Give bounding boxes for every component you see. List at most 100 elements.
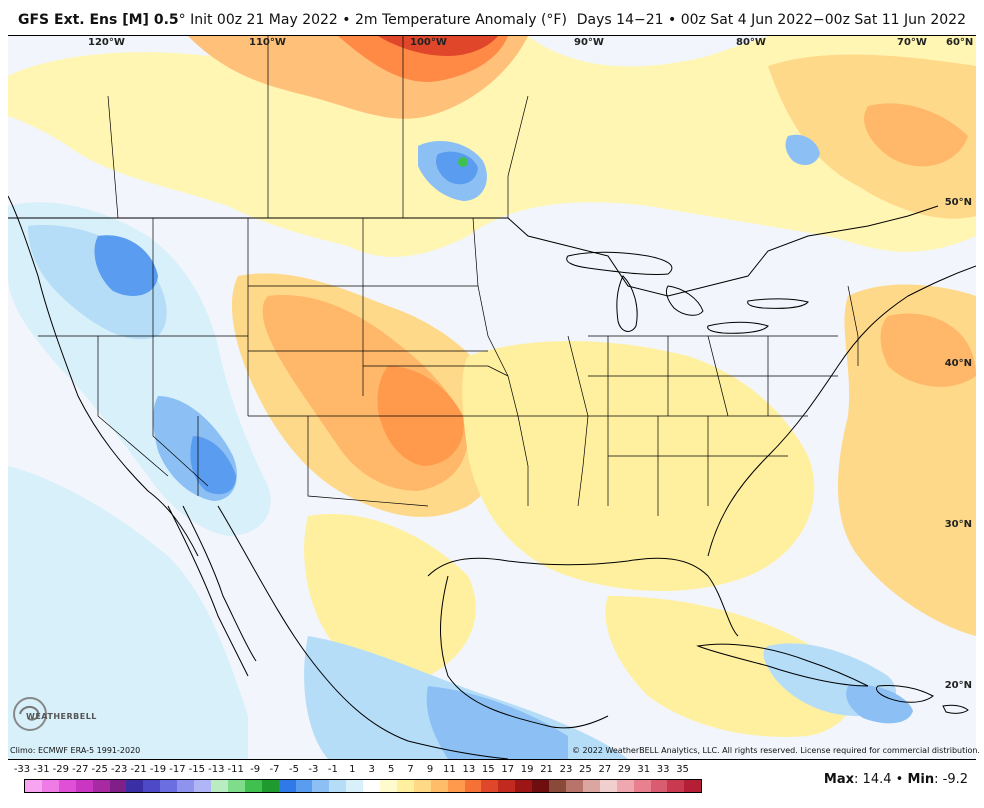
map-title: GFS Ext. Ens [M] 0.5° Init 00z 21 May 20… <box>18 12 567 28</box>
lat-label-50n: 50°N <box>944 197 972 208</box>
colorbar-tick-label: -29 <box>52 764 70 775</box>
colorbar-swatch <box>126 780 144 792</box>
colorbar-swatch <box>430 780 448 792</box>
stats-separator: • <box>895 772 904 787</box>
map-header: GFS Ext. Ens [M] 0.5° Init 00z 21 May 20… <box>0 0 984 34</box>
colorbar-tick-label: 23 <box>559 764 573 775</box>
colorbar-tick-label: -21 <box>130 764 147 775</box>
model-name: GFS Ext. Ens [M] 0.5 <box>18 12 179 28</box>
weatherbell-logo: WEATHERBELL <box>12 696 102 738</box>
colorbar-tick-label: -15 <box>188 764 206 775</box>
map-canvas <box>8 36 976 759</box>
colorbar-swatch <box>109 780 127 792</box>
anomaly-map <box>8 35 976 760</box>
colorbar-swatch <box>295 780 313 792</box>
colorbar-tick-label: 1 <box>349 764 356 775</box>
init-text: Init 00z 21 May 2022 • 2m Temperature An… <box>185 12 567 28</box>
colorbar-tick-label: 11 <box>443 764 456 775</box>
colorbar-swatch <box>312 780 330 792</box>
colorbar-tick-label: 17 <box>501 764 515 775</box>
colorbar-tick-label: 15 <box>481 764 495 775</box>
colorbar-tick-label: 7 <box>407 764 414 775</box>
colorbar-swatch <box>498 780 516 792</box>
colorbar-tick-label: 3 <box>368 764 375 775</box>
colorbar-swatch <box>41 780 59 792</box>
colorbar-swatch <box>329 780 347 792</box>
colorbar-tick-label: -31 <box>33 764 50 775</box>
colorbar-swatch <box>599 780 617 792</box>
colorbar-swatch <box>194 780 211 792</box>
colorbar-swatch <box>143 780 161 792</box>
colorbar-swatch <box>75 780 93 792</box>
colorbar-swatch <box>58 780 76 792</box>
colorbar-swatch <box>684 780 702 792</box>
valid-period: Days 14−21 • 00z Sat 4 Jun 2022−00z Sat … <box>576 12 966 28</box>
lat-label-60n: 60°N <box>946 37 974 48</box>
lon-label-90w: 90°W <box>574 37 604 48</box>
colorbar-swatch <box>464 780 482 792</box>
colorbar-tick-label: 29 <box>617 764 631 775</box>
lon-label-100w: 100°W <box>410 37 447 48</box>
colorbar-tick-label: 33 <box>656 764 670 775</box>
colorbar-swatch <box>515 780 533 792</box>
colorbar-swatch <box>177 780 195 792</box>
logo-text: WEATHERBELL <box>26 712 97 721</box>
colorbar-swatch <box>633 780 651 792</box>
colorbar-swatch <box>532 780 550 792</box>
colorbar-swatch <box>210 780 228 792</box>
colorbar-swatch <box>667 780 685 792</box>
lon-label-120w: 120°W <box>88 37 125 48</box>
lon-label-110w: 110°W <box>249 37 286 48</box>
colorbar-tick-label: 21 <box>540 764 553 775</box>
colorbar-tick-label: -19 <box>149 764 167 775</box>
lat-label-30n: 30°N <box>944 519 972 530</box>
colorbar-tick-label: -1 <box>327 764 338 775</box>
colorbar-swatch <box>244 780 262 792</box>
copyright-note: © 2022 WeatherBELL Analytics, LLC. All r… <box>572 746 980 755</box>
colorbar-tick-label: -25 <box>91 764 108 775</box>
colorbar <box>24 779 702 793</box>
colorbar-swatch <box>566 780 583 792</box>
colorbar-swatch <box>582 780 600 792</box>
colorbar-tick-label: -9 <box>250 764 261 775</box>
colorbar-tick-label: -13 <box>208 764 225 775</box>
colorbar-tick-label: -27 <box>72 764 89 775</box>
colorbar-swatch <box>413 780 431 792</box>
colorbar-swatch <box>227 780 245 792</box>
min-value: -9.2 <box>942 772 968 787</box>
colorbar-swatch <box>380 780 397 792</box>
colorbar-tick-label: 5 <box>387 764 395 775</box>
colorbar-tick-label: 19 <box>520 764 534 775</box>
colorbar-tick-label: -23 <box>110 764 128 775</box>
logo-swirl-icon <box>13 697 47 731</box>
colorbar-swatch <box>650 780 668 792</box>
colorbar-swatch <box>363 780 381 792</box>
colorbar-tick-label: 27 <box>598 764 612 775</box>
colorbar-swatch <box>25 780 42 792</box>
colorbar-swatch <box>346 780 364 792</box>
colorbar-swatch <box>481 780 499 792</box>
colorbar-tick-label: 31 <box>637 764 651 775</box>
colorbar-swatch <box>261 780 279 792</box>
lon-label-70w: 70°W <box>897 37 927 48</box>
colorbar-swatch <box>396 780 414 792</box>
colorbar-swatch <box>160 780 178 792</box>
lon-label-80w: 80°W <box>736 37 766 48</box>
colorbar-tick-label: 35 <box>676 764 689 775</box>
lat-label-20n: 20°N <box>944 680 972 691</box>
colorbar-swatch <box>92 780 110 792</box>
lat-label-40n: 40°N <box>944 358 972 369</box>
colorbar-tick-label: 9 <box>426 764 434 775</box>
colorbar-tick-label: 25 <box>579 764 592 775</box>
colorbar-tick-label: -17 <box>169 764 186 775</box>
max-value: 14.4 <box>862 772 892 787</box>
colorbar-swatch <box>616 780 634 792</box>
colorbar-tick-label: 13 <box>462 764 476 775</box>
colorbar-swatch <box>278 780 296 792</box>
colorbar-tick-label: -3 <box>308 764 319 775</box>
max-min-stats: Max: 14.4 • Min: -9.2 <box>823 772 968 787</box>
colorbar-tick-label: -11 <box>227 764 244 775</box>
colorbar-tick-label: -33 <box>13 764 31 775</box>
climo-note: Climo: ECMWF ERA-5 1991-2020 <box>10 746 141 755</box>
min-label: Min <box>907 772 935 787</box>
